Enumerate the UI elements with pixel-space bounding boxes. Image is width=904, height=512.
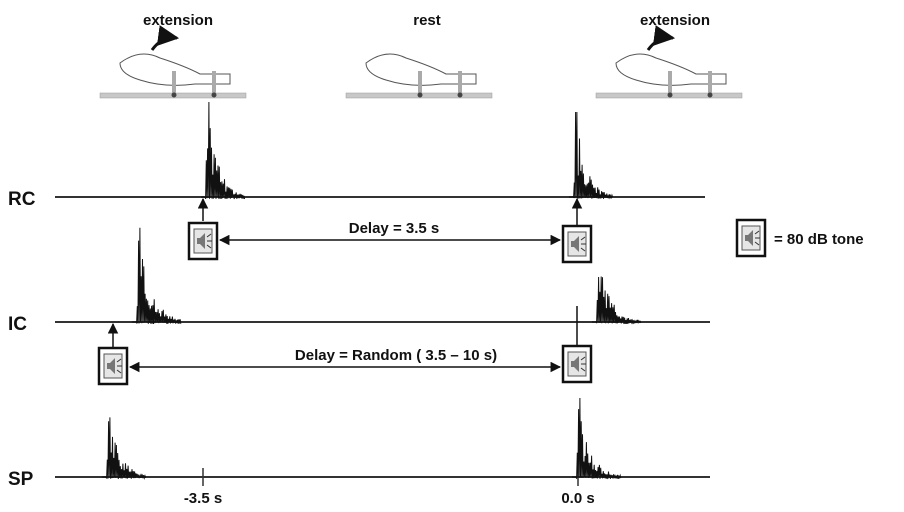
trace-label: IC: [8, 314, 27, 335]
hand-illustration: [595, 53, 743, 99]
condition-label: extension: [143, 12, 213, 29]
time-label: 0.0 s: [561, 490, 594, 507]
motion-arrow: [150, 25, 180, 51]
emg-burst: [569, 111, 614, 200]
time-label: -3.5 s: [184, 490, 222, 507]
trace-label: SP: [8, 469, 34, 490]
emg-burst: [572, 397, 622, 480]
emg-burst: [102, 417, 147, 480]
speaker-icon: [561, 344, 593, 384]
hand-illustration: [99, 53, 247, 99]
speaker-icon: [735, 218, 767, 258]
condition-label: rest: [413, 12, 441, 29]
speaker-icon: [187, 221, 219, 261]
delay-label: Delay = 3.5 s: [349, 220, 439, 237]
speaker-icon: [561, 224, 593, 264]
emg-burst: [592, 276, 642, 325]
legend-label: = 80 dB tone: [774, 231, 864, 248]
speaker-icon: [97, 346, 129, 386]
hand-illustration: [345, 53, 493, 99]
trace-label: RC: [8, 189, 36, 210]
emg-burst: [201, 101, 246, 200]
condition-label: extension: [640, 12, 710, 29]
delay-label: Delay = Random ( 3.5 – 10 s): [295, 347, 497, 364]
emg-burst: [132, 227, 182, 325]
motion-arrow: [646, 25, 676, 51]
